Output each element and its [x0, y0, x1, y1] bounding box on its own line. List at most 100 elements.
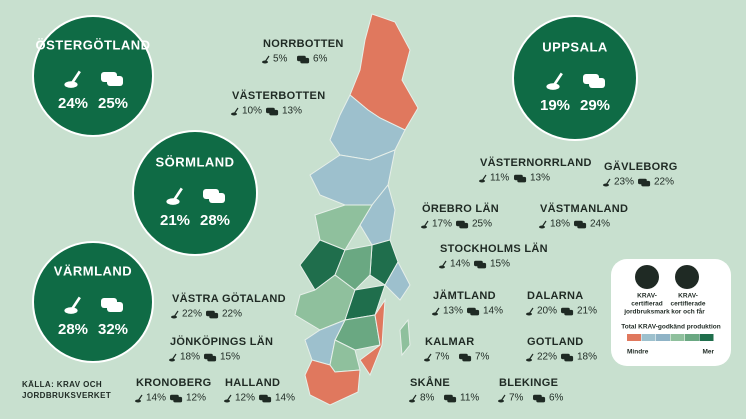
region-name: JÖNKÖPINGS LÄN	[170, 335, 273, 348]
legend-swatch	[627, 334, 641, 341]
icon-land	[421, 225, 427, 229]
region-land: 18%	[180, 352, 200, 363]
legend-max: Mer	[702, 349, 714, 356]
region-land: 22%	[537, 352, 557, 363]
region-name: VÄSTRA GÖTALAND	[172, 292, 286, 305]
region-name: ÖREBRO LÄN	[422, 202, 499, 215]
region-cattle: 18%	[577, 352, 597, 363]
icon-cattle	[477, 262, 487, 269]
legend-swatch	[670, 334, 685, 341]
legend-cattle-2: certifierade	[670, 301, 705, 308]
region-land: 11%	[490, 173, 509, 184]
icon-land	[439, 265, 445, 269]
region-name: STOCKHOLMS LÄN	[440, 242, 548, 255]
region-land: 22%	[182, 309, 202, 320]
icon-land	[546, 83, 560, 90]
icon-land	[424, 358, 430, 362]
region-cattle: 13%	[282, 106, 302, 117]
region-land: 13%	[443, 306, 463, 317]
legend-min: Mindre	[627, 349, 649, 356]
icon-land	[526, 312, 532, 316]
region-name: VÄSTERNORRLAND	[480, 156, 592, 169]
legend-swatch	[656, 334, 670, 341]
icon-cattle	[107, 302, 123, 312]
legend-land-2: certifierad	[631, 301, 662, 308]
icon-cattle	[462, 355, 472, 362]
region-cattle: 24%	[590, 219, 610, 230]
legend-scale	[627, 334, 714, 341]
region-land: 10%	[242, 106, 262, 117]
legend-scale-title: Total KRAV-godkänd produktion	[621, 324, 720, 331]
region-cattle: 12%	[186, 393, 206, 404]
region-cattle: 6%	[549, 393, 564, 404]
legend-land-1: KRAV-	[637, 293, 657, 300]
legend: KRAV- certifierad jordbruksmark KRAV- ce…	[611, 259, 731, 366]
region-name: JÄMTLAND	[433, 289, 496, 302]
region-name: DALARNA	[527, 290, 583, 302]
region-land: 8%	[420, 393, 435, 404]
icon-cattle	[209, 193, 225, 203]
icon-land	[539, 225, 545, 229]
icon-land	[432, 312, 438, 316]
region-land: 17%	[432, 219, 452, 230]
legend-swatch	[641, 334, 656, 341]
icon-land	[526, 358, 532, 362]
icon-cattle	[589, 78, 605, 88]
icon-land	[409, 399, 415, 403]
region-cattle: 22%	[654, 177, 674, 188]
legend-icon-land	[635, 265, 659, 289]
icon-land	[64, 307, 78, 314]
icon-cattle	[269, 109, 279, 116]
highlight-cattle: 32%	[98, 321, 128, 338]
icon-cattle	[577, 222, 587, 229]
region-land: 23%	[614, 177, 634, 188]
icon-cattle	[641, 180, 651, 187]
region-land: 7%	[509, 393, 524, 404]
icon-land	[64, 81, 78, 88]
region-name: KALMAR	[425, 336, 474, 348]
highlight-circle	[32, 15, 154, 137]
icon-cattle	[209, 312, 219, 319]
region-cattle: 7%	[475, 352, 490, 363]
region-name: GOTLAND	[527, 336, 583, 348]
icon-cattle	[536, 396, 546, 403]
region-name: NORRBOTTEN	[263, 38, 344, 50]
icon-land	[603, 183, 609, 187]
icon-land	[169, 358, 175, 362]
highlight-land: 19%	[540, 97, 570, 114]
highlight-circle	[512, 15, 638, 141]
highlight-name: VÄRMLAND	[54, 263, 132, 278]
icon-cattle	[459, 222, 469, 229]
highlight-circle	[132, 130, 258, 256]
icon-cattle	[300, 57, 310, 64]
icon-cattle	[262, 396, 272, 403]
region-land: 14%	[450, 259, 470, 270]
highlight-land: 21%	[160, 212, 190, 229]
source-1: KÄLLA: KRAV OCH	[22, 380, 102, 389]
region-land: 5%	[273, 54, 288, 65]
highlight-cattle: 25%	[98, 95, 128, 112]
icon-land	[224, 399, 230, 403]
highlight-circle	[32, 241, 154, 363]
region-cattle: 14%	[483, 306, 503, 317]
icon-land	[262, 60, 268, 64]
region-land: 7%	[435, 352, 450, 363]
highlight-name: UPPSALA	[542, 39, 608, 54]
region-stockholm	[384, 260, 411, 301]
region-land: 12%	[235, 393, 255, 404]
highlight-land: 28%	[58, 321, 88, 338]
icon-land	[479, 179, 485, 183]
legend-swatch	[685, 334, 699, 341]
region-kalmar	[359, 298, 386, 377]
source-2: JORDBRUKSVERKET	[22, 391, 111, 400]
region-gotland	[399, 318, 411, 357]
highlight-name: ÖSTERGÖTLAND	[35, 37, 150, 52]
legend-cattle-1: KRAV-	[678, 293, 698, 300]
sweden-map	[294, 13, 419, 406]
region-name: VÄSTMANLAND	[540, 202, 628, 215]
icon-cattle	[470, 309, 480, 316]
icon-cattle	[107, 76, 123, 86]
legend-icon-cattle	[675, 265, 699, 289]
icon-land	[171, 315, 177, 319]
